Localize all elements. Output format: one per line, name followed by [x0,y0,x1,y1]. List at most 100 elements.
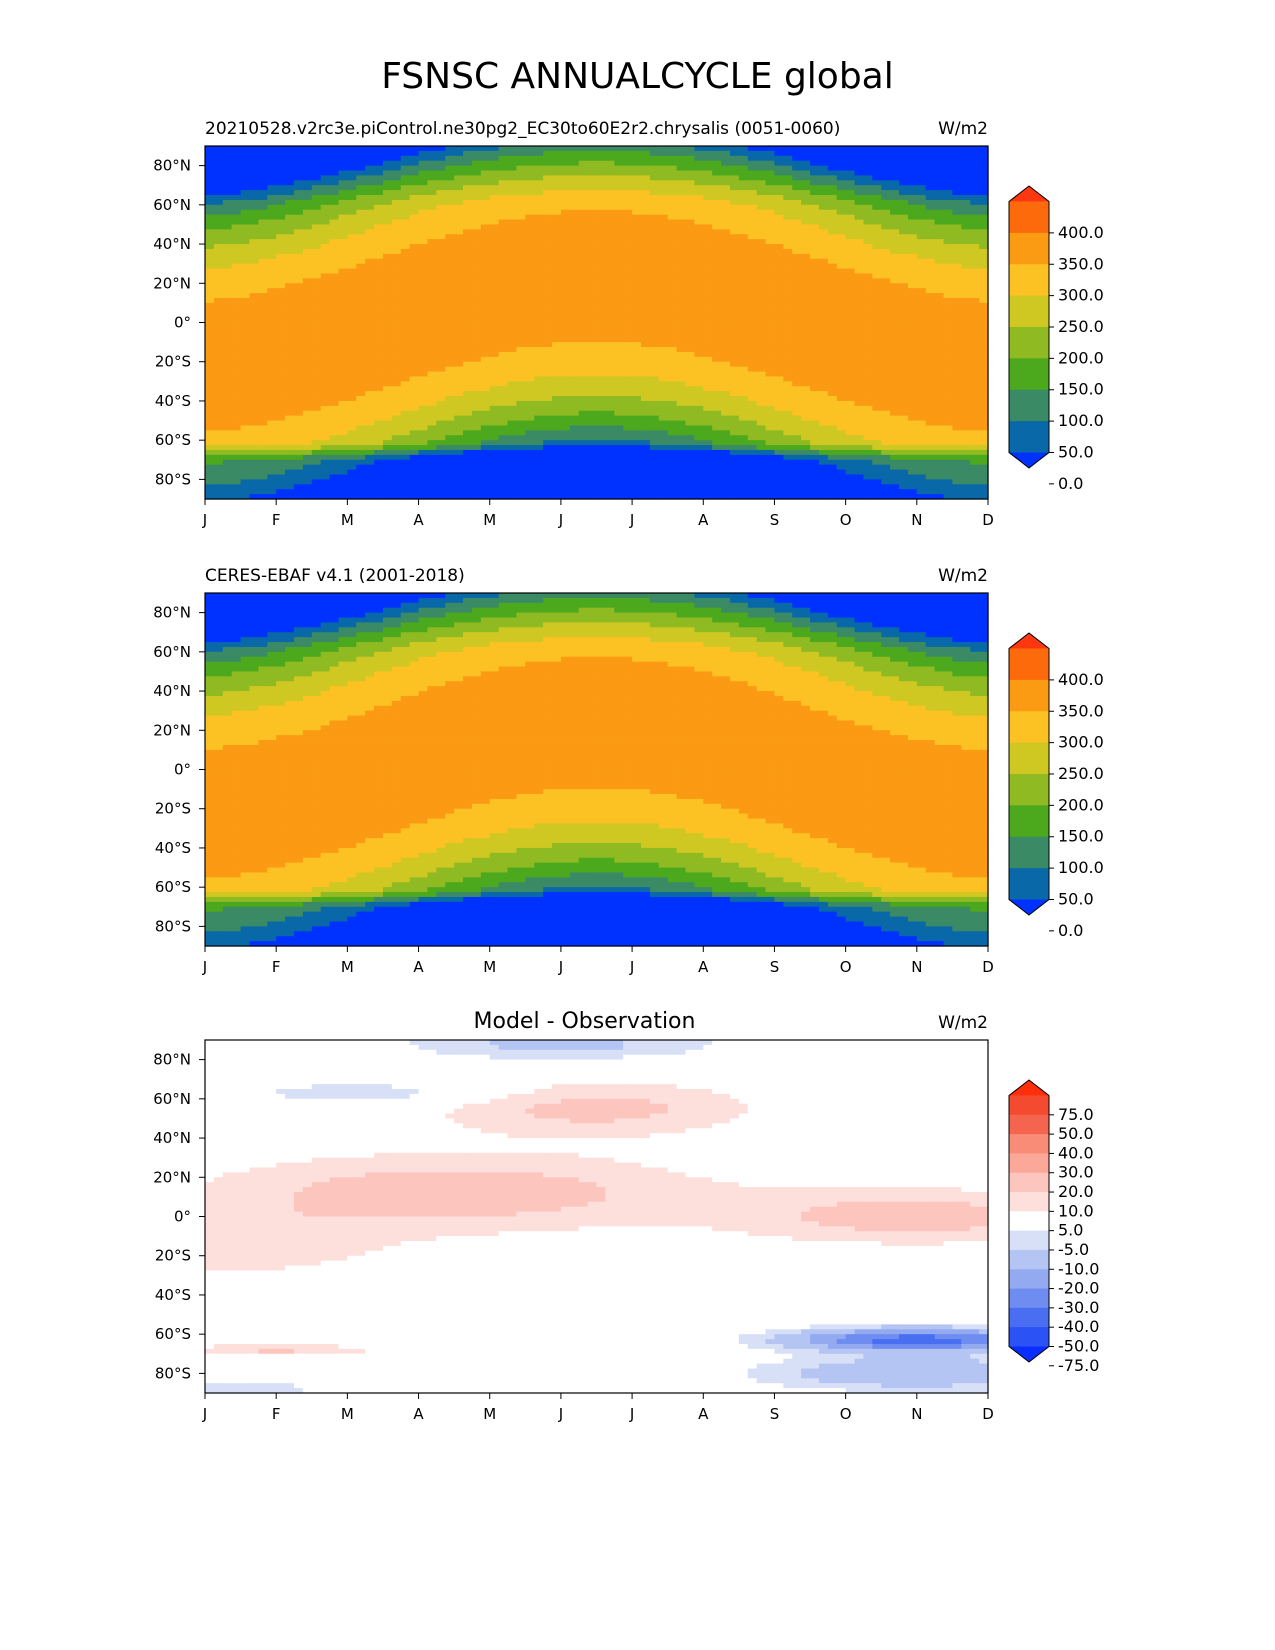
field-cell [801,361,811,368]
field-cell [454,219,464,226]
field-cell [507,351,518,358]
field-cell [890,351,900,358]
field-cell [765,322,776,328]
field-cell [569,160,580,167]
field-cell [649,396,660,402]
field-cell [240,263,251,270]
field-cell [560,420,571,427]
field-cell [685,361,695,368]
field-cell [347,204,357,211]
field-cell [623,204,633,211]
field-cell [560,356,571,363]
field-cell [498,342,509,348]
field-cell [409,342,420,348]
field-cell [934,297,945,304]
field-cell [400,165,411,172]
field-cell [552,312,562,319]
field-cell [516,356,526,363]
field-cell [792,293,802,299]
field-cell [623,219,633,226]
field-cell [810,376,820,382]
field-cell [712,258,722,265]
field-cell [605,155,615,162]
field-cell [276,327,286,333]
field-cell [320,288,331,294]
field-cell [934,410,945,417]
field-cell [587,273,598,279]
field-cell [738,312,749,319]
field-cell [934,371,945,378]
field-cell [454,253,464,260]
field-cell [400,415,411,422]
field-cell [445,302,455,309]
field-cell [676,165,687,172]
field-cell [738,234,749,240]
field-cell [302,371,313,378]
field-cell [845,185,856,191]
field-cell [480,410,491,417]
field-cell [205,400,215,407]
field-cell [471,420,482,427]
field-cell [436,312,446,319]
field-cell [205,234,215,240]
field-cell [267,327,277,333]
field-cell [578,327,589,333]
field-cell [836,278,847,284]
field-cell [614,214,624,221]
field-cell [801,165,811,172]
field-cell [623,297,633,304]
field-cell [836,332,847,338]
field-cell [721,347,731,353]
field-cell [427,155,437,162]
field-cell [596,199,606,206]
field-cell [676,381,687,387]
field-cell [810,337,820,343]
field-cell [756,317,767,324]
field-cell [890,361,900,368]
field-cell [827,146,838,152]
field-cell [658,371,669,378]
field-cell [845,214,856,221]
field-cell [347,391,357,397]
field-cell [587,278,598,284]
field-cell [952,307,962,314]
field-cell [756,253,767,260]
field-cell [578,190,589,196]
field-cell [213,356,224,363]
field-cell [436,209,446,216]
field-cell [756,180,767,186]
field-cell [569,342,580,348]
field-cell [676,288,687,294]
field-cell [738,273,749,279]
field-cell [240,244,251,250]
field-cell [320,381,331,387]
field-cell [623,268,633,275]
field-cell [623,420,633,427]
field-cell [614,248,624,255]
field-cell [276,199,286,206]
field-cell [596,327,606,333]
field-cell [471,165,482,172]
field-cell [578,410,589,417]
field-cell [436,234,446,240]
field-cell [649,258,660,265]
field-cell [765,170,776,177]
field-cell [249,293,259,299]
field-cell [578,386,589,392]
field-cell [952,410,962,417]
field-cell [391,175,402,181]
field-cell [454,263,464,270]
field-cell [338,278,348,284]
field-cell [320,396,331,402]
field-cell [338,376,348,382]
field-cell [205,165,215,172]
field-cell [587,410,598,417]
field-cell [258,317,268,324]
field-cell [293,312,304,319]
field-cell [872,351,882,358]
field-cell [818,283,829,289]
field-cell [578,347,589,353]
field-cell [240,405,251,412]
field-cell [649,278,660,284]
field-cell [320,347,331,353]
